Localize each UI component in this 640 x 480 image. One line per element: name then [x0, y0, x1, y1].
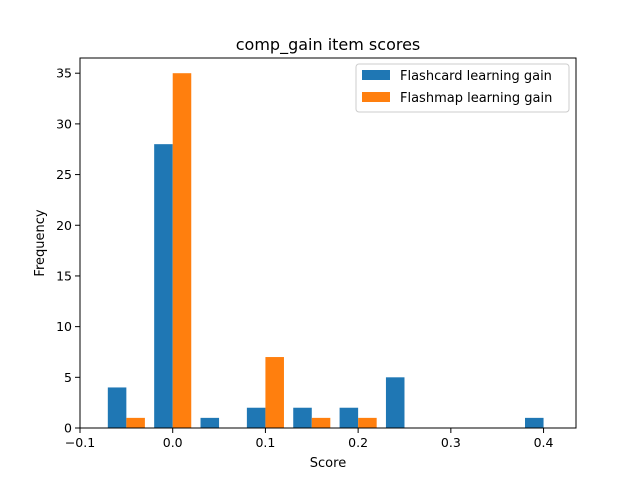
x-tick-label: 0.0: [163, 435, 183, 450]
bar-flashcard-4: [293, 407, 312, 428]
bar-flashmap-1: [172, 73, 192, 429]
x-tick-label: 0.2: [348, 435, 368, 450]
bar-flashcard-9: [525, 417, 544, 428]
x-tick-label: −0.1: [65, 435, 95, 450]
legend-swatch-flashcard: [362, 70, 390, 80]
x-tick-label: 0.1: [255, 435, 275, 450]
bar-flashcard-1: [154, 144, 173, 429]
bar-flashcard-6: [385, 377, 405, 428]
chart-title: comp_gain item scores: [236, 35, 421, 55]
y-tick-label: 15: [56, 268, 72, 283]
y-tick-label: 25: [56, 167, 72, 182]
x-axis-ticks: −0.1 0.0 0.1 0.2 0.3 0.4: [65, 428, 554, 450]
bar-flashcard-5: [339, 407, 359, 428]
bar-flashmap-5: [358, 417, 377, 428]
y-axis-ticks: 0 5 10 15 20 25 30 35: [56, 66, 80, 436]
y-tick-label: 20: [56, 218, 72, 233]
x-tick-label: 0.4: [534, 435, 554, 450]
y-axis-label: Frequency: [33, 209, 48, 276]
bars-group: [107, 73, 544, 429]
bar-flashmap-4: [311, 417, 331, 428]
bar-flashcard-0: [107, 387, 127, 428]
legend: Flashcard learning gain Flashmap learnin…: [355, 63, 570, 113]
y-tick-label: 35: [56, 66, 72, 81]
bar-flashmap-0: [126, 417, 145, 428]
y-tick-label: 10: [56, 319, 72, 334]
y-tick-label: 0: [64, 421, 72, 436]
legend-label-flashmap: Flashmap learning gain: [400, 91, 552, 106]
legend-label-flashcard: Flashcard learning gain: [400, 69, 552, 84]
x-tick-label: 0.3: [441, 435, 461, 450]
y-tick-label: 5: [64, 370, 72, 385]
bar-flashcard-3: [246, 407, 266, 428]
x-axis-label: Score: [310, 456, 346, 471]
legend-box: [355, 63, 570, 113]
bar-flashcard-2: [200, 417, 220, 428]
y-tick-label: 30: [56, 116, 72, 131]
legend-swatch-flashmap: [362, 92, 390, 102]
plot-frame: [79, 57, 577, 429]
bar-flashmap-3: [265, 357, 284, 428]
